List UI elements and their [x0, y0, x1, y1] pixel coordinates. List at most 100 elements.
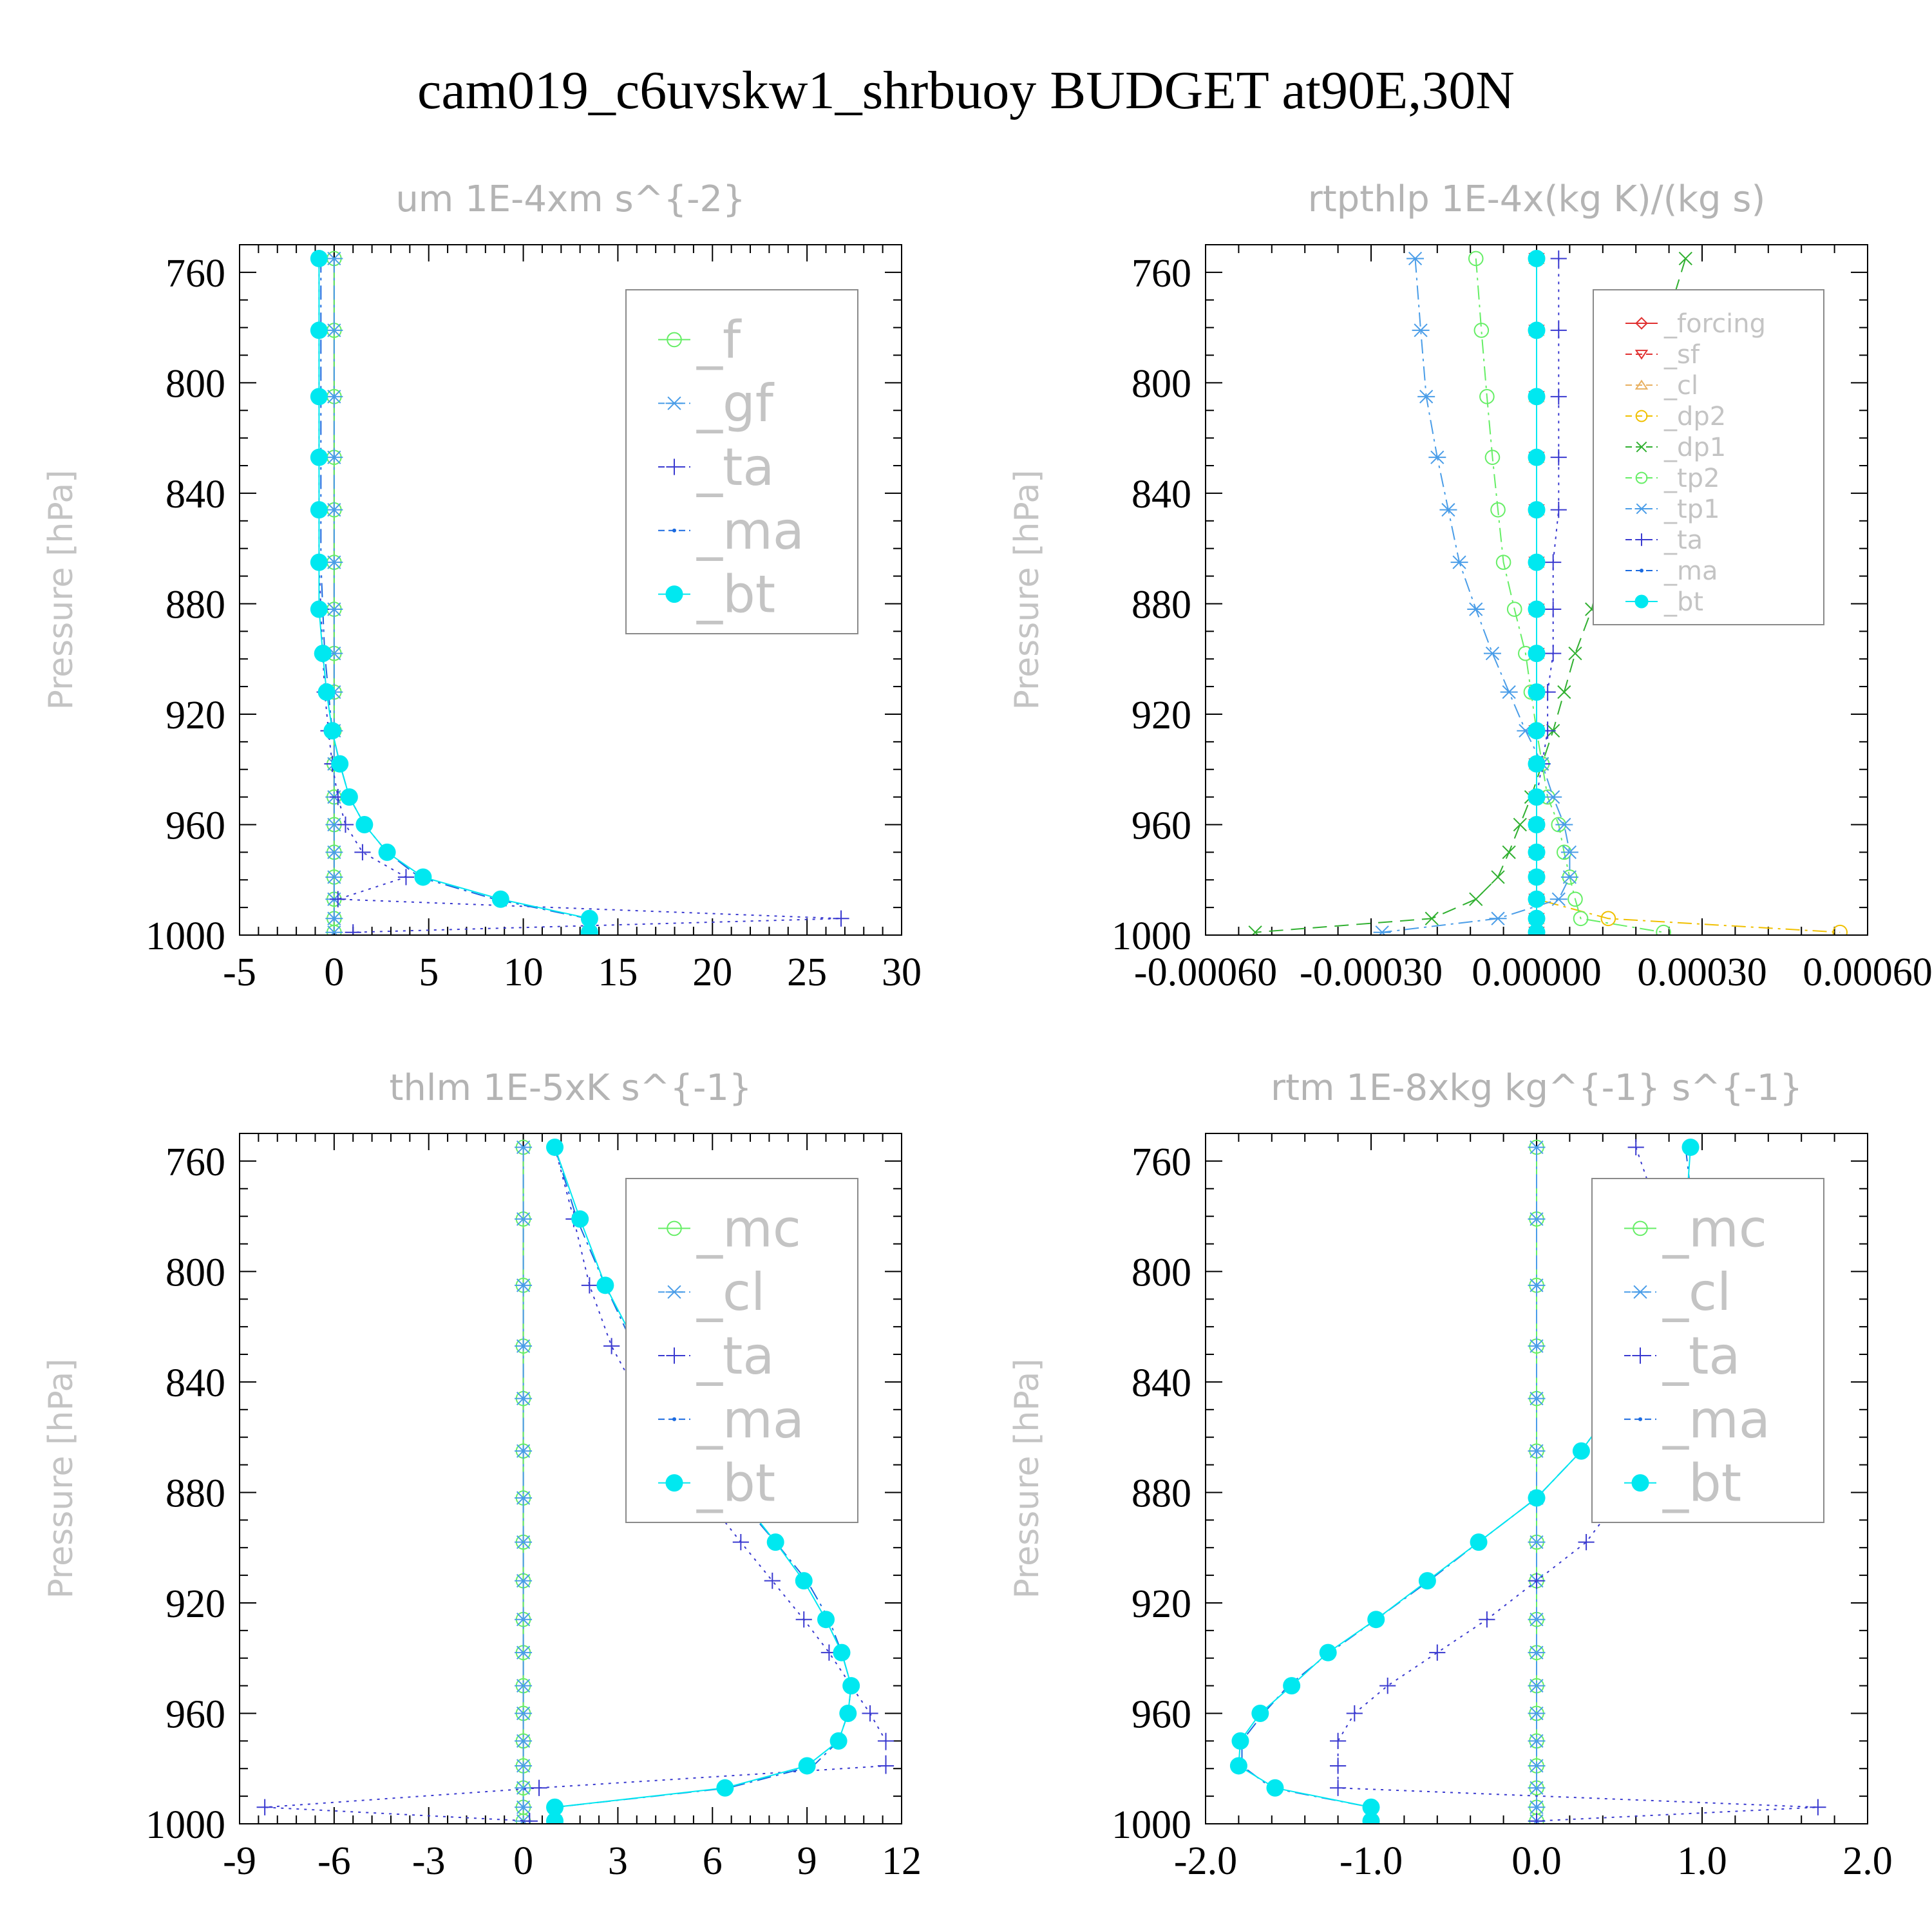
series-group [310, 249, 849, 935]
data-point [310, 448, 328, 466]
data-point [766, 1533, 784, 1551]
y-tick-label: 960 [166, 804, 225, 848]
legend-entry: _gf [658, 374, 775, 433]
x-tick-label: 0 [513, 1839, 533, 1883]
data-point [1568, 647, 1582, 661]
data-point [1479, 389, 1495, 404]
data-point [1528, 321, 1546, 339]
data-point [1319, 1643, 1337, 1662]
x-tick-label: 6 [703, 1839, 723, 1883]
legend-label: _gf [696, 374, 775, 433]
data-point [546, 1812, 564, 1824]
legend-marker [665, 1285, 683, 1299]
data-point [1229, 1757, 1247, 1775]
legend-label: _ta [696, 1326, 774, 1386]
data-point [310, 249, 328, 267]
legend-marker [672, 528, 676, 533]
data-point [521, 1813, 538, 1824]
data-point [1567, 891, 1583, 907]
data-point [515, 1212, 533, 1226]
data-point [1470, 1533, 1488, 1551]
data-point [1550, 502, 1567, 518]
x-tick-label: 9 [797, 1839, 817, 1883]
legend-label: _ma [696, 501, 804, 561]
x-tick-label: 0 [324, 951, 344, 994]
y-tick-label: 920 [1132, 694, 1191, 737]
data-point [1513, 817, 1527, 832]
data-point [877, 1757, 895, 1774]
data-point [325, 323, 343, 337]
legend-marker [1634, 594, 1649, 609]
data-point [414, 868, 432, 886]
x-tick-label: 5 [419, 951, 439, 994]
data-point [1330, 1757, 1347, 1774]
data-point [1550, 388, 1567, 405]
legend-marker [1635, 410, 1648, 422]
data-point [331, 755, 349, 773]
data-point [1528, 722, 1546, 740]
data-point [515, 1613, 533, 1627]
data-point [317, 683, 336, 701]
data-point [1379, 1678, 1396, 1694]
data-point [1681, 1138, 1700, 1156]
data-point [515, 1339, 533, 1353]
legend-label: _tp2 [1663, 464, 1720, 493]
legend-entry: _f [658, 310, 742, 370]
plot-frame [239, 244, 902, 936]
legend-marker [665, 1474, 683, 1492]
data-point [1528, 788, 1546, 806]
data-point [1550, 250, 1567, 267]
data-point [515, 1645, 533, 1660]
data-point [1528, 1212, 1546, 1226]
data-point [1528, 815, 1546, 833]
data-point [1425, 911, 1439, 925]
data-point [1528, 1613, 1546, 1627]
legend-marker [1638, 1417, 1642, 1421]
chart-panel-2: rtpthlp 1E-4x(kg K)/(kg s) Pressure [hPa]… [1008, 178, 1932, 994]
legend-label: _cl [1662, 1262, 1731, 1322]
legend-entry: _cl [1624, 1262, 1731, 1322]
data-point [515, 1278, 533, 1293]
data-point [833, 1643, 851, 1662]
series-group [1248, 249, 1848, 935]
chart-panel-1: um 1E-4xm s^{-2} Pressure [hPa] -5 0 5 10 15 20… [42, 178, 922, 994]
data-point [1627, 1139, 1644, 1156]
y-axis-label: Pressure [hPa] [1008, 1359, 1046, 1599]
data-point [1600, 911, 1616, 927]
data-point [1528, 600, 1546, 618]
data-point [345, 924, 361, 935]
data-point [325, 251, 343, 266]
data-point [1832, 924, 1848, 935]
y-axis-label: Pressure [hPa] [42, 1359, 80, 1599]
data-point [1231, 1732, 1249, 1750]
legend-label: _ta [1663, 526, 1703, 555]
data-point [1573, 911, 1589, 927]
legend-label: _mc [1662, 1198, 1767, 1258]
y-tick-label: 760 [1132, 252, 1191, 296]
data-point [1528, 388, 1546, 406]
data-point [877, 1732, 895, 1749]
y-tick-label: 1000 [146, 914, 225, 958]
y-tick-label: 800 [166, 1251, 225, 1294]
data-point [1528, 645, 1546, 663]
data-point [1578, 1534, 1595, 1551]
legend-entry: _dp2 [1625, 402, 1726, 431]
data-point [1678, 251, 1692, 266]
x-tick-label: -6 [317, 1839, 351, 1883]
data-point [1550, 449, 1567, 466]
legend-label: _bt [1663, 587, 1703, 617]
x-tick-label: -9 [223, 1839, 256, 1883]
legend-label: _sf [1663, 340, 1700, 370]
legend-marker [665, 396, 683, 410]
data-point [1528, 843, 1546, 861]
panel-title: rtpthlp 1E-4x(kg K)/(kg s) [1308, 178, 1766, 220]
data-point [325, 925, 343, 935]
data-point [340, 788, 358, 806]
y-tick-label: 880 [1132, 583, 1191, 627]
data-point [580, 923, 598, 935]
data-point [1545, 554, 1562, 571]
y-tick-label: 880 [166, 583, 225, 627]
data-point [1362, 1812, 1380, 1824]
data-point [1528, 1278, 1546, 1293]
data-point [1550, 322, 1567, 339]
